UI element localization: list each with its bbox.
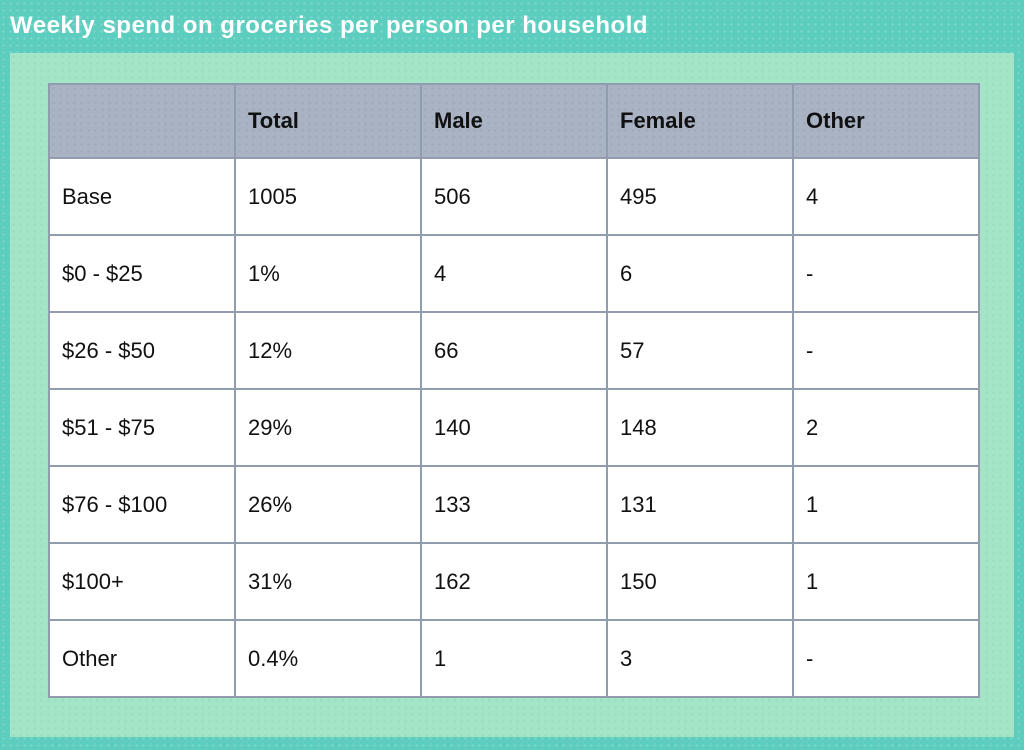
- data-cell: 162: [420, 542, 608, 621]
- corner-header: [48, 83, 236, 159]
- data-cell: 1005: [234, 157, 422, 236]
- table-header: Total Male Female Other: [48, 83, 980, 159]
- content-panel: Total Male Female Other Base 1005 506 495 4 $0 -…: [10, 53, 1014, 737]
- column-header: Total: [234, 83, 422, 159]
- table-row: $26 - $50 12% 66 57-: [48, 311, 980, 390]
- data-cell: 66: [420, 311, 608, 390]
- data-cell: 150: [606, 542, 794, 621]
- row-label-cell: Base: [48, 157, 236, 236]
- data-cell: 1%: [234, 234, 422, 313]
- data-cell: 4: [792, 157, 980, 236]
- data-cell: 12%: [234, 311, 422, 390]
- data-cell: -: [792, 234, 980, 313]
- data-cell: 57: [606, 311, 794, 390]
- data-cell: -: [792, 311, 980, 390]
- data-cell: 2: [792, 388, 980, 467]
- row-label-cell: $100+: [48, 542, 236, 621]
- table-row: $51 - $75 29% 140 148 2: [48, 388, 980, 467]
- column-header: Female: [606, 83, 794, 159]
- row-label-cell: $76 - $100: [48, 465, 236, 544]
- data-cell: 506: [420, 157, 608, 236]
- data-cell: 4: [420, 234, 608, 313]
- column-header: Other: [792, 83, 980, 159]
- data-cell: 148: [606, 388, 794, 467]
- header-row: Total Male Female Other: [48, 83, 980, 159]
- row-label-cell: $0 - $25: [48, 234, 236, 313]
- row-label-cell: Other: [48, 619, 236, 698]
- table-row: Other 0.4% 1 3-: [48, 619, 980, 698]
- title-bar: Weekly spend on groceries per person per…: [0, 0, 1024, 53]
- table-row: $100+ 31% 162 150 1: [48, 542, 980, 621]
- page-title: Weekly spend on groceries per person per…: [10, 12, 649, 39]
- data-cell: 1: [792, 465, 980, 544]
- data-cell: 1: [792, 542, 980, 621]
- data-table: Total Male Female Other Base 1005 506 495 4 $0 -…: [48, 83, 980, 698]
- row-label-cell: $26 - $50: [48, 311, 236, 390]
- table-row: $0 - $25 1% 4 6-: [48, 234, 980, 313]
- table-row: Base 1005 506 495 4: [48, 157, 980, 236]
- data-cell: 495: [606, 157, 794, 236]
- data-cell: 6: [606, 234, 794, 313]
- data-cell: 133: [420, 465, 608, 544]
- data-cell: 31%: [234, 542, 422, 621]
- data-cell: 140: [420, 388, 608, 467]
- table-body: Base 1005 506 495 4 $0 - $25 1% 4 6- $26 - $50 12%…: [48, 157, 980, 698]
- data-cell: 0.4%: [234, 619, 422, 698]
- column-header: Male: [420, 83, 608, 159]
- table-row: $76 - $100 26% 133 131 1: [48, 465, 980, 544]
- data-cell: 3: [606, 619, 794, 698]
- data-cell: 131: [606, 465, 794, 544]
- data-cell: -: [792, 619, 980, 698]
- data-cell: 1: [420, 619, 608, 698]
- row-label-cell: $51 - $75: [48, 388, 236, 467]
- data-cell: 29%: [234, 388, 422, 467]
- data-cell: 26%: [234, 465, 422, 544]
